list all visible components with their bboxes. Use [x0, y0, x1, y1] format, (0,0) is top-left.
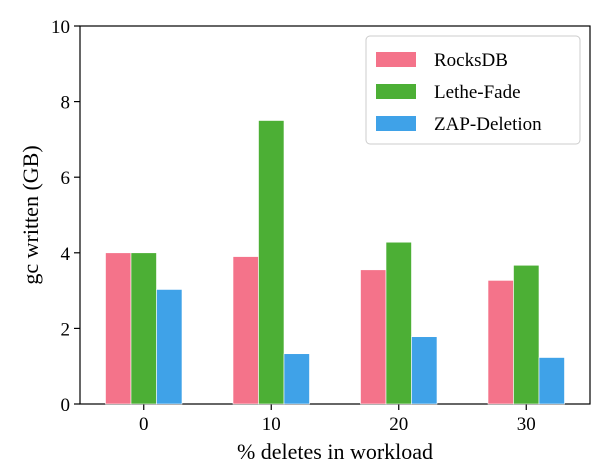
y-tick-label: 4: [61, 244, 71, 265]
bar-lethe-fade-30: [513, 264, 540, 405]
y-tick-label: 0: [61, 395, 71, 416]
legend-label: RocksDB: [434, 50, 508, 71]
bar-zap-deletion-20: [411, 336, 438, 405]
bar-zap-deletion-10: [283, 353, 310, 405]
x-tick-label: 0: [139, 414, 149, 435]
x-axis: 0 10 20 30: [139, 404, 536, 435]
y-axis: 0 2 4 6 8 10: [51, 17, 80, 416]
legend-swatch-lethe-fade: [376, 84, 416, 99]
y-tick-label: 10: [51, 17, 70, 38]
x-tick-label: 30: [517, 414, 536, 435]
legend-box: [365, 35, 581, 145]
legend-swatch-rocksdb: [376, 52, 416, 67]
bar-lethe-fade-10: [258, 120, 285, 405]
x-tick-label: 10: [262, 414, 281, 435]
bar-rocksdb-0: [105, 252, 132, 405]
bars: [105, 120, 565, 405]
bar-rocksdb-10: [232, 256, 259, 405]
legend-label: ZAP-Deletion: [434, 114, 542, 135]
x-tick-label: 20: [389, 414, 408, 435]
y-axis-title: gc written (GB): [18, 145, 43, 284]
x-axis-title: % deletes in workload: [237, 439, 433, 464]
bar-lethe-fade-20: [385, 241, 412, 405]
bar-rocksdb-30: [487, 280, 514, 405]
y-tick-label: 2: [61, 319, 71, 340]
plot-frame: [79, 25, 591, 405]
y-tick-label: 8: [61, 93, 71, 114]
bar-lethe-fade-0: [130, 252, 157, 405]
bar-zap-deletion-0: [156, 289, 183, 405]
bar-rocksdb-20: [360, 269, 387, 405]
legend-swatch-zap-deletion: [376, 116, 416, 131]
legend: RocksDB Lethe-Fade ZAP-Deletion: [365, 35, 581, 145]
legend-label: Lethe-Fade: [434, 82, 521, 103]
plot-border: [79, 25, 591, 405]
bar-zap-deletion-30: [538, 357, 565, 405]
y-tick-label: 6: [61, 168, 71, 189]
